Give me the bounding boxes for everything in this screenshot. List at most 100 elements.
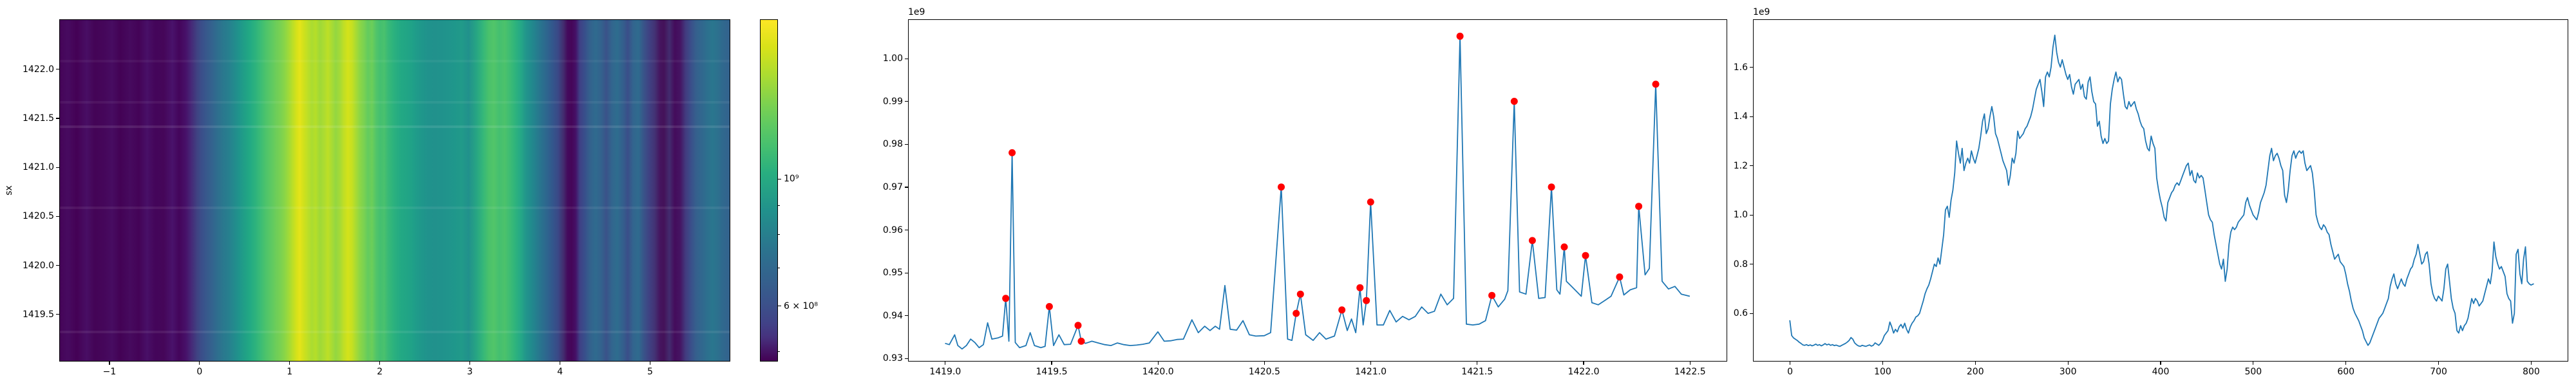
spectrum-axes bbox=[908, 19, 1727, 362]
peak-marker bbox=[1456, 33, 1464, 41]
x-tick-label: 400 bbox=[2152, 367, 2170, 377]
x-tick-label: 500 bbox=[2244, 367, 2262, 377]
y-tick bbox=[905, 143, 908, 145]
line-plot-canvas bbox=[945, 33, 1690, 350]
x-tick bbox=[1157, 362, 1159, 365]
peak-marker bbox=[1548, 183, 1555, 191]
y-tick-label: 1419.5 bbox=[23, 309, 54, 320]
x-tick bbox=[469, 362, 471, 365]
spectrum-offset-label: 1e9 bbox=[908, 7, 925, 17]
peak-marker bbox=[1560, 243, 1568, 251]
heatmap-axes bbox=[59, 19, 730, 362]
heatmap-light-row bbox=[60, 101, 730, 104]
peak-marker bbox=[1582, 252, 1589, 259]
y-tick-label: 0.99 bbox=[882, 96, 903, 107]
x-tick bbox=[2438, 362, 2439, 365]
peak-marker bbox=[1616, 273, 1624, 281]
x-tick-label: 800 bbox=[2523, 367, 2540, 377]
y-tick bbox=[56, 265, 59, 266]
colorbar-minor-tick bbox=[778, 205, 780, 207]
x-tick-label: 1421.0 bbox=[1355, 367, 1387, 377]
peak-marker bbox=[1367, 198, 1375, 206]
data-line bbox=[945, 35, 1690, 350]
y-tick bbox=[56, 216, 59, 217]
heatmap-y-axis-label: sx bbox=[3, 185, 14, 196]
y-tick-label: 0.98 bbox=[882, 139, 903, 150]
heatmap-light-row bbox=[60, 330, 730, 333]
y-tick-label: 1420.5 bbox=[23, 211, 54, 222]
x-tick-label: 100 bbox=[1874, 367, 1891, 377]
x-tick bbox=[1975, 362, 1976, 365]
y-tick-label: 1.00 bbox=[882, 53, 903, 64]
y-tick-label: 1421.5 bbox=[23, 113, 54, 124]
x-tick bbox=[379, 362, 381, 365]
peak-marker bbox=[1511, 98, 1519, 106]
x-tick bbox=[2160, 362, 2161, 365]
peak-marker bbox=[1529, 237, 1537, 244]
x-tick-label: 2 bbox=[377, 367, 383, 377]
y-tick bbox=[1750, 214, 1753, 216]
x-tick-label: 3 bbox=[467, 367, 473, 377]
peak-marker bbox=[1077, 338, 1085, 345]
y-tick bbox=[56, 314, 59, 315]
timeseries-axes bbox=[1753, 19, 2568, 362]
x-tick-label: 1 bbox=[287, 367, 293, 377]
x-tick bbox=[2067, 362, 2069, 365]
heatmap-light-row bbox=[60, 125, 730, 128]
colorbar-minor-tick bbox=[778, 234, 780, 235]
peak-marker bbox=[1002, 295, 1010, 302]
colorbar-tick-label: 6 × 10⁸ bbox=[784, 300, 818, 311]
x-tick-label: 600 bbox=[2337, 367, 2355, 377]
line-plot-canvas bbox=[1789, 34, 2535, 347]
peak-marker bbox=[1297, 290, 1305, 298]
y-tick bbox=[905, 101, 908, 102]
y-tick-label: 0.93 bbox=[882, 353, 903, 364]
x-tick-label: 1419.0 bbox=[929, 367, 961, 377]
y-tick-label: 0.97 bbox=[882, 182, 903, 192]
x-tick bbox=[1264, 362, 1265, 365]
peak-marker bbox=[1074, 322, 1082, 329]
x-tick-label: 1419.5 bbox=[1036, 367, 1068, 377]
x-tick bbox=[1882, 362, 1883, 365]
peak-marker bbox=[1488, 291, 1496, 299]
peak-marker bbox=[1046, 303, 1054, 311]
y-tick-label: 1422.0 bbox=[23, 64, 54, 75]
peak-marker bbox=[1356, 284, 1364, 291]
x-tick-label: 200 bbox=[1966, 367, 1984, 377]
colorbar-minor-tick bbox=[778, 351, 780, 352]
x-tick-label: 0 bbox=[196, 367, 203, 377]
x-tick bbox=[2530, 362, 2532, 365]
y-tick bbox=[56, 167, 59, 168]
x-tick-label: 1422.0 bbox=[1567, 367, 1600, 377]
y-tick-label: 1.2 bbox=[1733, 160, 1748, 171]
x-tick-label: 1422.5 bbox=[1674, 367, 1706, 377]
x-tick bbox=[1051, 362, 1052, 365]
timeseries-offset-label: 1e9 bbox=[1753, 7, 1770, 17]
y-tick-label: 1421.0 bbox=[23, 162, 54, 173]
peak-marker bbox=[1652, 80, 1660, 88]
peak-marker bbox=[1278, 183, 1285, 191]
peak-marker bbox=[1363, 297, 1370, 304]
y-tick-label: 0.96 bbox=[882, 225, 903, 235]
y-tick bbox=[1750, 165, 1753, 167]
colorbar bbox=[760, 19, 778, 362]
x-tick bbox=[199, 362, 200, 365]
x-tick bbox=[1583, 362, 1584, 365]
peak-marker bbox=[1009, 149, 1016, 157]
y-tick bbox=[1750, 67, 1753, 68]
y-tick bbox=[905, 358, 908, 359]
x-tick-label: 1420.0 bbox=[1142, 367, 1174, 377]
y-tick-label: 0.6 bbox=[1733, 308, 1748, 319]
x-tick-label: −1 bbox=[102, 367, 117, 377]
heatmap-light-row bbox=[60, 60, 730, 62]
y-tick bbox=[1750, 116, 1753, 117]
peak-marker bbox=[1635, 203, 1643, 210]
peak-marker bbox=[1293, 309, 1300, 317]
data-line bbox=[1789, 34, 2535, 347]
x-tick-label: 5 bbox=[647, 367, 653, 377]
heatmap-light-row bbox=[60, 206, 730, 209]
y-tick-label: 0.8 bbox=[1733, 259, 1748, 270]
x-tick bbox=[1370, 362, 1372, 365]
x-tick-label: 4 bbox=[557, 367, 564, 377]
x-tick-label: 300 bbox=[2059, 367, 2077, 377]
